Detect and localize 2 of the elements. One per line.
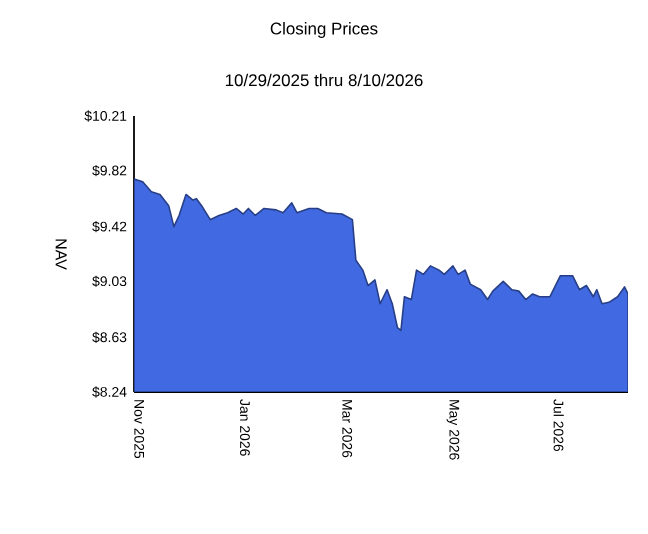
chart-subtitle: 10/29/2025 thru 8/10/2026 — [225, 73, 423, 87]
chart-title: Closing Prices — [270, 22, 378, 38]
